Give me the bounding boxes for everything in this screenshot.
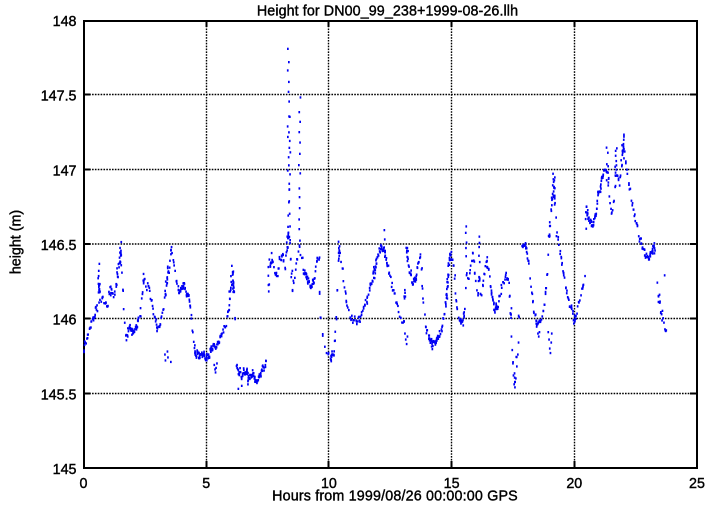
svg-text:10: 10 xyxy=(321,476,337,492)
svg-text:146: 146 xyxy=(53,313,77,329)
svg-text:5: 5 xyxy=(202,476,210,492)
svg-text:Hours from 1999/08/26 00:00:00: Hours from 1999/08/26 00:00:00 GPS xyxy=(272,489,518,505)
svg-text:147: 147 xyxy=(53,163,77,179)
svg-text:145.5: 145.5 xyxy=(41,387,77,403)
svg-text:15: 15 xyxy=(444,476,460,492)
svg-text:146.5: 146.5 xyxy=(41,238,77,254)
svg-text:25: 25 xyxy=(689,476,705,492)
svg-text:147.5: 147.5 xyxy=(41,89,77,105)
svg-text:145: 145 xyxy=(53,462,77,478)
svg-text:Height for DN00_99_238+1999-08: Height for DN00_99_238+1999-08-26.llh xyxy=(257,4,518,20)
svg-text:148: 148 xyxy=(53,14,77,30)
svg-text:20: 20 xyxy=(566,476,582,492)
svg-text:height (m): height (m) xyxy=(9,210,25,274)
svg-text:0: 0 xyxy=(80,476,88,492)
